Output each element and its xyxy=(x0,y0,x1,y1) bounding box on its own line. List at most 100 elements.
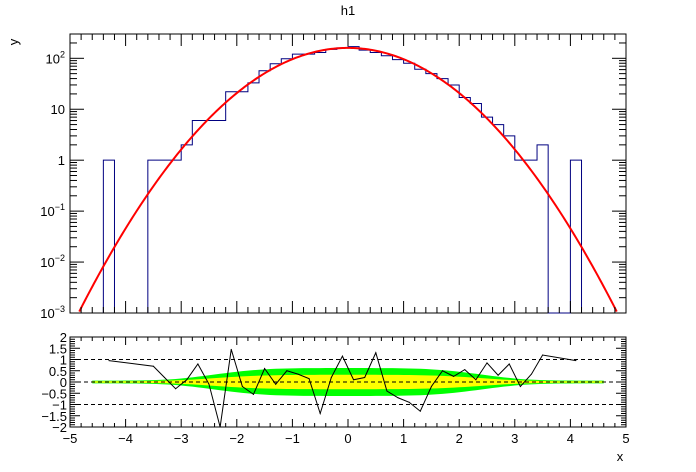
histogram-bin xyxy=(515,160,526,313)
histogram-bin xyxy=(437,79,448,313)
y-tick-label-top: 10−3 xyxy=(40,304,65,321)
fit-curve xyxy=(78,46,618,313)
histogram-bin xyxy=(392,60,403,313)
histogram-bin xyxy=(426,74,437,313)
residual-point xyxy=(575,360,577,362)
histogram-panel: 102 10 1 10−1 10−2 10−3 xyxy=(40,33,627,321)
x-tick-label: 5 xyxy=(622,431,629,446)
histogram-bin xyxy=(181,145,192,313)
residual-point xyxy=(430,386,432,387)
histogram-bin xyxy=(215,121,226,313)
x-tick-label: −4 xyxy=(118,431,133,446)
residual-point xyxy=(486,362,488,364)
histogram-bin xyxy=(304,54,315,313)
residual-point xyxy=(408,401,410,403)
y-tick-label-top: 10−1 xyxy=(40,202,65,219)
residual-point xyxy=(197,363,199,365)
chart-title: h1 xyxy=(341,3,355,18)
x-tick-label: 4 xyxy=(567,431,574,446)
histogram-bin xyxy=(237,92,248,313)
residual-point xyxy=(519,386,521,387)
residual-point xyxy=(497,374,499,376)
residual-point xyxy=(353,379,355,381)
plot-frame-top xyxy=(69,33,627,314)
residual-point xyxy=(308,378,310,380)
x-tick-label: 1 xyxy=(400,431,407,446)
residual-point xyxy=(442,370,444,372)
residual-point xyxy=(241,386,243,387)
histogram-bin xyxy=(493,125,504,313)
y-axis-label: y xyxy=(6,38,21,45)
histogram-bin xyxy=(270,64,281,313)
residual-point xyxy=(364,377,366,378)
histogram-bin xyxy=(192,121,203,313)
histogram-bin xyxy=(404,63,415,313)
y-tick-label-bottom: 0.5 xyxy=(49,364,67,379)
histogram-bin xyxy=(537,145,548,313)
histogram-bin xyxy=(281,59,292,313)
y-tick-label-bottom: 1.5 xyxy=(49,341,67,356)
histogram-bin xyxy=(370,52,381,313)
histogram-bin xyxy=(337,48,348,313)
histogram-bin xyxy=(504,136,515,313)
histogram-bin xyxy=(148,160,159,313)
residual-point xyxy=(319,413,321,414)
x-tick-label: 0 xyxy=(344,431,351,446)
x-tick-label: 3 xyxy=(511,431,518,446)
residual-point xyxy=(264,368,266,369)
histogram-bin xyxy=(248,83,259,313)
histogram-bin xyxy=(170,160,181,313)
residual-point xyxy=(341,355,343,357)
y-tick-label-top: 1 xyxy=(58,153,65,168)
residual-point xyxy=(275,383,277,385)
x-tick-label: −5 xyxy=(63,431,78,446)
residual-point xyxy=(186,379,188,381)
residual-line xyxy=(108,349,577,428)
x-tick-label: −2 xyxy=(229,431,244,446)
y-tick-label-top: 102 xyxy=(46,49,65,66)
y-tick-label-bottom: −2 xyxy=(52,420,67,435)
residual-point xyxy=(464,369,466,371)
histogram-outline xyxy=(102,46,583,314)
residual-point xyxy=(152,365,154,367)
x-axis-label: x xyxy=(617,449,624,464)
y-tick-label-top: 10−2 xyxy=(40,253,65,270)
residual-point xyxy=(230,348,232,350)
histogram-bin xyxy=(326,49,337,313)
histogram-bin xyxy=(226,92,237,313)
histogram-bin xyxy=(448,85,459,313)
residual-point xyxy=(419,410,421,412)
residual-point xyxy=(530,373,532,375)
residual-point xyxy=(252,393,254,395)
residual-point xyxy=(375,352,377,354)
histogram-bin xyxy=(481,117,492,313)
y-tick-label-bottom: 0 xyxy=(60,375,67,390)
histogram-bin xyxy=(359,50,370,313)
histogram-bin xyxy=(381,56,392,313)
x-tick-label: −3 xyxy=(174,431,189,446)
histogram-bin xyxy=(259,71,270,313)
residual-point xyxy=(453,375,455,377)
histogram-bin xyxy=(292,54,303,313)
histogram-bin xyxy=(348,47,359,313)
y-tick-label-bottom: 2 xyxy=(60,330,67,345)
residual-point xyxy=(175,388,177,390)
histogram-bin xyxy=(415,69,426,313)
histogram-bin xyxy=(103,160,114,313)
y-tick-label-top: 10 xyxy=(51,102,65,117)
y-tick-label-bottom: −0.5 xyxy=(41,386,67,401)
histogram-bin xyxy=(159,160,170,313)
residual-point xyxy=(108,360,110,362)
residual-point xyxy=(397,397,399,399)
residual-point xyxy=(475,379,477,381)
x-tick-label: −1 xyxy=(285,431,300,446)
ratio-panel: −5 −4 −3 −2 −1 0 1 2 3 4 521.510.50−0.5−1−1.5−2 xyxy=(41,330,629,446)
histogram-bin xyxy=(459,98,470,313)
residual-point xyxy=(286,370,288,372)
band-1sigma xyxy=(92,374,604,390)
y-tick-label-bottom: 1 xyxy=(60,353,67,368)
histogram-bin xyxy=(526,160,537,313)
histogram-bin xyxy=(470,103,481,313)
residual-point xyxy=(164,377,166,378)
